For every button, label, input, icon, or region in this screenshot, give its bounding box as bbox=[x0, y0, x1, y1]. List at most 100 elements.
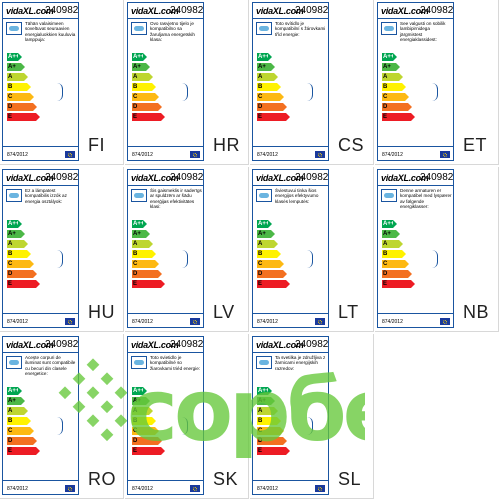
energy-class-bar: A+ bbox=[257, 230, 275, 239]
energy-class-bar: D bbox=[132, 103, 162, 112]
eu-flag-icon bbox=[65, 151, 75, 158]
brand-logo: vidaXL.com bbox=[131, 173, 179, 183]
product-code: 240982 bbox=[420, 5, 454, 16]
energy-class-bar: A bbox=[132, 240, 153, 249]
regulation-number: 874/2012 bbox=[382, 319, 403, 325]
header-divider bbox=[253, 352, 328, 353]
energy-class-bar: B bbox=[7, 417, 31, 426]
energy-class-bar: C bbox=[132, 93, 159, 102]
energy-class-bar: B bbox=[382, 250, 406, 259]
brand-logo: vidaXL.com bbox=[256, 340, 304, 350]
header-divider bbox=[3, 18, 78, 19]
energy-class-scale: A++ A+ A B C D E bbox=[132, 53, 178, 133]
footer-divider bbox=[378, 146, 453, 147]
energy-class-bar: A bbox=[382, 73, 403, 82]
header-divider bbox=[128, 185, 203, 186]
class-range-bracket bbox=[429, 250, 438, 268]
energy-class-bar: B bbox=[7, 250, 31, 259]
energy-class-bar: C bbox=[7, 93, 34, 102]
energy-class-scale: A++ A+ A B C D E bbox=[257, 53, 303, 133]
regulation-number: 874/2012 bbox=[382, 152, 403, 158]
energy-class-bar: D bbox=[382, 103, 412, 112]
energy-class-scale: A++ A+ A B C D E bbox=[7, 53, 53, 133]
eu-flag-icon bbox=[190, 485, 200, 492]
energy-class-bar: E bbox=[382, 280, 415, 289]
energy-class-bar: A++ bbox=[257, 220, 272, 229]
eu-flag-icon bbox=[65, 318, 75, 325]
language-code: LV bbox=[213, 302, 235, 322]
energy-class-bar: C bbox=[132, 427, 159, 436]
product-code: 240982 bbox=[295, 5, 329, 16]
energy-class-bar: A++ bbox=[7, 387, 22, 396]
energy-class-bar: C bbox=[257, 427, 284, 436]
energy-class-bar: A++ bbox=[7, 220, 22, 229]
brand-logo: vidaXL.com bbox=[256, 6, 304, 16]
compatibility-text: Toto svítidlo je kompatibilní s žárovkam… bbox=[275, 21, 326, 37]
header-divider bbox=[128, 352, 203, 353]
energy-label: vidaXL.com 240982 Ta svetilka je združljiv… bbox=[252, 336, 329, 495]
class-range-bracket bbox=[179, 83, 188, 101]
brand-logo: vidaXL.com bbox=[131, 340, 179, 350]
energy-class-bar: B bbox=[382, 83, 406, 92]
energy-class-bar: D bbox=[257, 437, 287, 446]
compatibility-text: Tähän valaisimeen soveltuvat seuraavien … bbox=[25, 21, 76, 43]
energy-class-scale: A++ A+ A B C D E bbox=[132, 387, 178, 467]
eu-flag-icon bbox=[440, 151, 450, 158]
label-cell-hu: vidaXL.com 240982 Ez a lámpatest kompatibi… bbox=[0, 167, 124, 332]
label-cell-nb: vidaXL.com 240982 Denne armaturen er kompa… bbox=[375, 167, 499, 332]
product-code: 240982 bbox=[420, 172, 454, 183]
regulation-number: 874/2012 bbox=[132, 319, 153, 325]
regulation-number: 874/2012 bbox=[132, 152, 153, 158]
eu-flag-icon bbox=[65, 485, 75, 492]
lamp-icon bbox=[381, 22, 397, 35]
lamp-icon bbox=[131, 189, 147, 202]
energy-label: vidaXL.com 240982 Toto svítidlo je kompati… bbox=[252, 2, 329, 161]
energy-class-bar: A+ bbox=[382, 230, 400, 239]
energy-class-scale: A++ A+ A B C D E bbox=[257, 220, 303, 300]
energy-class-bar: A+ bbox=[257, 63, 275, 72]
energy-class-bar: E bbox=[257, 280, 290, 289]
regulation-number: 874/2012 bbox=[7, 319, 28, 325]
product-code: 240982 bbox=[295, 172, 329, 183]
eu-flag-icon bbox=[190, 318, 200, 325]
energy-class-bar: A+ bbox=[7, 397, 25, 406]
label-cell-sk: vidaXL.com 240982 Toto svietidlo je kompat… bbox=[125, 334, 249, 499]
brand-logo: vidaXL.com bbox=[6, 340, 54, 350]
energy-class-bar: B bbox=[132, 83, 156, 92]
energy-class-bar: A++ bbox=[257, 53, 272, 62]
energy-class-bar: B bbox=[257, 250, 281, 259]
footer-divider bbox=[378, 313, 453, 314]
energy-class-bar: C bbox=[257, 93, 284, 102]
energy-label: vidaXL.com 240982 Šis gaismeklis ir saderī… bbox=[127, 169, 204, 328]
energy-class-bar: A+ bbox=[257, 397, 275, 406]
energy-label: vidaXL.com 240982 Tähän valaisimeen sovelt… bbox=[2, 2, 79, 161]
energy-class-bar: B bbox=[257, 83, 281, 92]
energy-class-bar: E bbox=[132, 447, 165, 456]
energy-class-bar: E bbox=[382, 113, 415, 122]
header-divider bbox=[378, 18, 453, 19]
energy-label: vidaXL.com 240982 Acește corpuri de ilumin… bbox=[2, 336, 79, 495]
class-range-bracket bbox=[304, 250, 313, 268]
regulation-number: 874/2012 bbox=[7, 486, 28, 492]
lamp-icon bbox=[6, 189, 22, 202]
energy-class-bar: E bbox=[132, 280, 165, 289]
regulation-number: 874/2012 bbox=[7, 152, 28, 158]
energy-class-bar: D bbox=[257, 103, 287, 112]
brand-logo: vidaXL.com bbox=[6, 173, 54, 183]
energy-class-bar: A++ bbox=[7, 53, 22, 62]
header-divider bbox=[3, 352, 78, 353]
energy-class-bar: A++ bbox=[382, 220, 397, 229]
compatibility-text: Ovo rasvjetno tijelo je kompatibilno sa … bbox=[150, 21, 195, 43]
header-divider bbox=[128, 18, 203, 19]
footer-divider bbox=[128, 480, 203, 481]
class-range-bracket bbox=[179, 250, 188, 268]
energy-class-bar: A+ bbox=[382, 63, 400, 72]
product-code: 240982 bbox=[170, 5, 204, 16]
class-range-bracket bbox=[304, 83, 313, 101]
footer-divider bbox=[3, 146, 78, 147]
lamp-icon bbox=[256, 22, 272, 35]
header-divider bbox=[253, 18, 328, 19]
language-code: LT bbox=[338, 302, 359, 322]
language-code: NB bbox=[463, 302, 490, 322]
energy-class-bar: A bbox=[382, 240, 403, 249]
